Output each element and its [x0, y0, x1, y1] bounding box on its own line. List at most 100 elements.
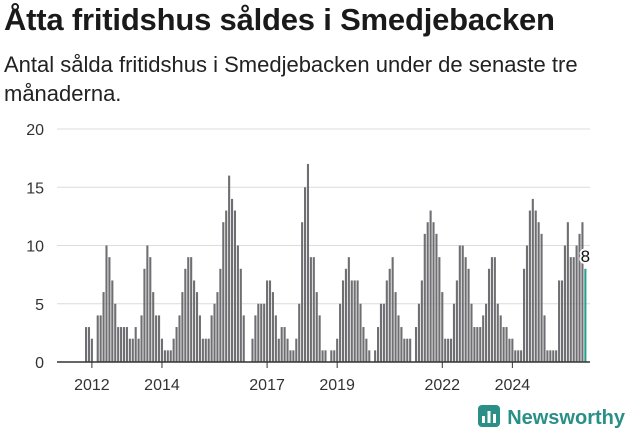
- bar: [420, 280, 423, 362]
- bar: [96, 315, 99, 362]
- bar: [455, 280, 458, 362]
- bar: [388, 268, 391, 362]
- bar: [283, 327, 286, 362]
- bar: [514, 350, 517, 362]
- bar: [496, 303, 499, 362]
- bar: [479, 327, 482, 362]
- bar: [482, 315, 485, 362]
- bar: [204, 338, 207, 362]
- bar: [309, 257, 312, 362]
- bar: [184, 268, 187, 362]
- bar: [423, 233, 426, 362]
- bar: [487, 268, 491, 362]
- bar: [304, 187, 307, 362]
- bar: [552, 350, 555, 362]
- bar-chart-icon: [477, 404, 501, 433]
- bar: [543, 315, 546, 362]
- bar: [394, 292, 397, 362]
- bar: [549, 350, 552, 362]
- bar: [452, 303, 456, 362]
- bar: [458, 245, 461, 362]
- bar: [441, 292, 444, 362]
- y-tick-label: 5: [35, 297, 44, 314]
- bar: [432, 222, 435, 362]
- bar: [336, 338, 339, 362]
- bar: [447, 338, 450, 362]
- bar: [450, 338, 453, 362]
- bar: [537, 222, 540, 362]
- bar: [172, 338, 175, 362]
- bar: [166, 350, 169, 362]
- data-label: 8: [581, 247, 590, 266]
- bar: [213, 303, 216, 362]
- bar: [242, 315, 245, 362]
- bar: [490, 257, 493, 362]
- bar: [563, 245, 566, 362]
- bar: [117, 327, 120, 362]
- bar: [429, 210, 432, 362]
- bar: [105, 245, 108, 362]
- bar: [368, 350, 371, 362]
- bar: [143, 268, 146, 362]
- bar: [219, 268, 222, 362]
- bar: [558, 280, 561, 362]
- bar: [555, 350, 558, 362]
- bar: [476, 327, 479, 362]
- bar: [111, 280, 114, 362]
- bar: [517, 350, 520, 362]
- bar: [108, 257, 111, 362]
- bar: [341, 280, 345, 362]
- bar: [175, 327, 178, 362]
- bar: [569, 257, 572, 362]
- bar: [277, 338, 280, 362]
- bar: [120, 327, 123, 362]
- bar: [379, 303, 383, 362]
- bar: [195, 292, 199, 362]
- bar: [228, 175, 231, 362]
- bar: [87, 327, 91, 362]
- bar: [298, 303, 301, 362]
- bar: [257, 303, 260, 362]
- bar: [274, 315, 277, 362]
- bar: [251, 338, 254, 362]
- bar: [193, 280, 196, 362]
- bar: [268, 280, 272, 362]
- bar: [406, 338, 409, 362]
- bar: [578, 233, 581, 362]
- bar: [122, 327, 126, 362]
- bar: [350, 280, 353, 362]
- bar: [493, 257, 496, 362]
- bar: [531, 198, 534, 362]
- bar: [470, 303, 473, 362]
- bar: [181, 292, 184, 362]
- bar: [546, 350, 549, 362]
- bar: [239, 268, 242, 362]
- y-tick-label: 10: [26, 239, 44, 256]
- bar: [207, 338, 210, 362]
- chart-subtitle: Antal sålda fritidshus i Smedjebacken un…: [4, 52, 578, 106]
- bar: [155, 315, 158, 362]
- bar: [149, 257, 152, 362]
- bar: [528, 210, 531, 362]
- brand-name: Newsworthy: [507, 407, 625, 429]
- bar: [560, 280, 564, 362]
- bar: [377, 327, 380, 362]
- chart-title: Åtta fritidshus såldes i Smedjebacken: [4, 2, 555, 37]
- x-tick-label: 2014: [144, 377, 180, 394]
- bar: [160, 338, 164, 362]
- y-tick-label: 20: [26, 122, 44, 139]
- bar: [263, 303, 266, 362]
- bar: [85, 327, 88, 362]
- bar: [382, 303, 385, 362]
- bar-latest: [584, 268, 587, 362]
- bar: [201, 338, 204, 362]
- bar: [187, 257, 190, 362]
- bar: [210, 315, 213, 362]
- y-tick-label: 15: [26, 180, 44, 197]
- bar: [397, 315, 400, 362]
- bar: [289, 350, 292, 362]
- newsworthy-logo: Newsworthy: [477, 404, 625, 433]
- y-tick-label: 0: [35, 355, 44, 372]
- bar: [266, 280, 269, 362]
- bar: [306, 163, 310, 362]
